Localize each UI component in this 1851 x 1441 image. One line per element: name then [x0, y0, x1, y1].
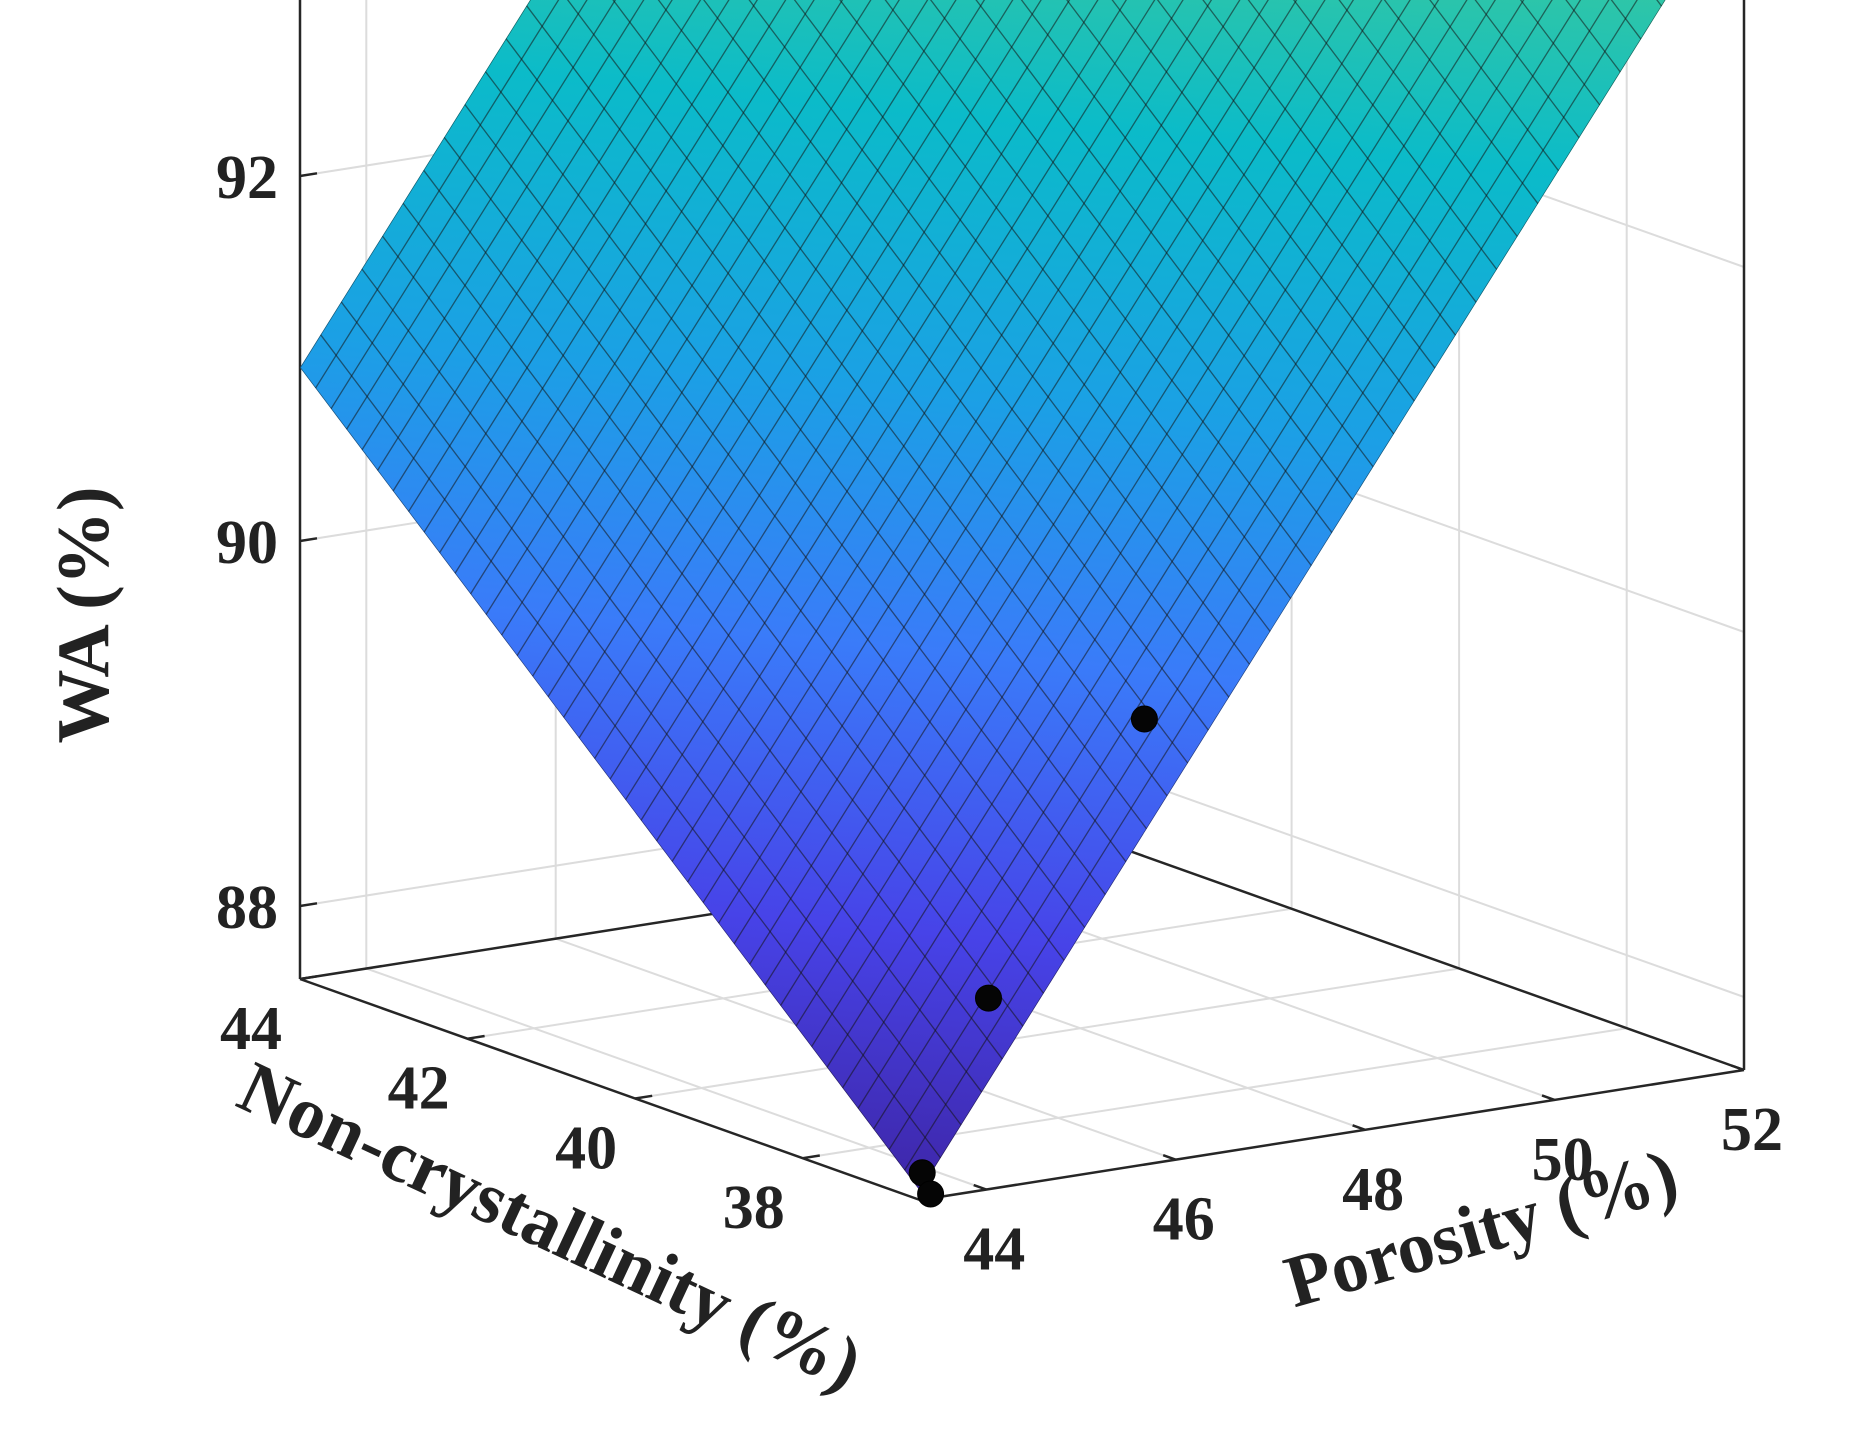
axes-box-edge [299, 977, 921, 1202]
axes-box-edge [1123, 847, 1745, 1072]
x-tick-mark [1352, 1124, 1366, 1131]
mesh-line-y [314, 0, 1141, 389]
mesh-line-y [454, 0, 1280, 574]
z-tick-label: 92 [216, 144, 278, 212]
z-axis-label: WA (%) [43, 487, 125, 744]
mesh-line-y [438, 0, 1265, 554]
x-tick-label: 44 [963, 1216, 1025, 1284]
z-tick-label: 88 [216, 874, 278, 942]
mesh-line-x [814, 0, 1436, 369]
x-tick-label: 52 [1721, 1096, 1783, 1164]
mesh-line-y [531, 0, 1358, 677]
mesh-line-y [609, 0, 1435, 780]
mesh-line-y [547, 0, 1373, 698]
x-tick-label: 50 [1532, 1126, 1594, 1194]
y-tick-mark [467, 1034, 485, 1040]
mesh-line-y [361, 0, 1187, 451]
tick-labels: 8890929496384042444446485052 [216, 144, 1783, 1284]
mesh-line-x [773, 0, 1395, 435]
mesh-line-y [562, 0, 1389, 718]
gridline-floor-y [634, 967, 1460, 1100]
surface-gradient-fill [300, 0, 1666, 1191]
mesh-line-y [485, 0, 1311, 615]
mesh-line-y [423, 0, 1249, 533]
surface-mesh [300, 0, 1744, 1191]
mesh-line-x [958, 0, 1580, 139]
z-tick-label: 90 [216, 509, 278, 577]
mesh-line-x [752, 0, 1374, 468]
x-tick-mark [973, 1183, 987, 1191]
mesh-line-y [469, 0, 1296, 595]
data-point [1130, 705, 1158, 733]
y-tick-mark [802, 1154, 820, 1160]
mesh-line-y [516, 0, 1342, 657]
y-tick-label: 44 [220, 995, 282, 1063]
mesh-line-x [300, 367, 921, 1191]
mesh-line-x [855, 0, 1477, 303]
mesh-line-y [593, 0, 1420, 760]
y-tick-label: 42 [388, 1055, 450, 1123]
mesh-line-y [392, 0, 1218, 492]
mesh-line-x [793, 0, 1415, 402]
z-tick-mark [299, 172, 318, 178]
z-tick-mark [299, 902, 318, 908]
mesh-line-x [896, 0, 1518, 237]
gridline-floor-x [365, 967, 987, 1191]
x-tick-mark [1162, 1154, 1177, 1161]
mesh-line-y [500, 0, 1327, 636]
y-tick-mark [634, 1094, 653, 1100]
y-tick-label: 40 [555, 1115, 617, 1183]
x-tick-label: 46 [1153, 1186, 1215, 1254]
gridline-sidewall-z [1123, 775, 1745, 998]
mesh-line-x [732, 0, 1354, 501]
x-tick-mark [1730, 1064, 1745, 1072]
mesh-line-y [578, 0, 1404, 739]
mesh-line-x [876, 0, 1498, 270]
mesh-line-y [345, 0, 1172, 430]
x-tick-mark [1541, 1094, 1556, 1102]
x-tick-label: 48 [1342, 1156, 1404, 1224]
mesh-line-x [917, 0, 1539, 205]
fitted-surface [300, 0, 1744, 1191]
data-point [975, 984, 1002, 1012]
mesh-line-y [330, 0, 1156, 410]
z-tick-mark [299, 537, 318, 543]
x-axis-label: Porosity (%) [1276, 1134, 1686, 1324]
axes-box-edge [919, 1068, 1745, 1202]
mesh-line-x [835, 0, 1457, 336]
data-point [917, 1180, 945, 1208]
mesh-line-x [938, 0, 1560, 172]
y-tick-label: 38 [723, 1174, 785, 1242]
y-tick-mark [299, 975, 318, 981]
data-points [908, 705, 1158, 1208]
mesh-line-y [376, 0, 1203, 471]
mesh-line-y [407, 0, 1234, 513]
mesh-line-y [300, 0, 1125, 368]
